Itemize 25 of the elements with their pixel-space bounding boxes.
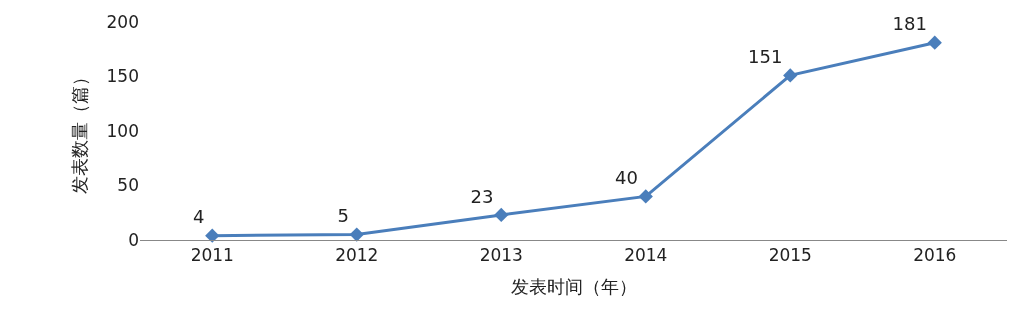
point [783,68,798,83]
x-tick-label: 2012 [335,245,379,266]
y-tick-label: 100 [106,120,139,141]
point [205,228,220,243]
x-tick-label: 2013 [479,245,523,266]
y-tick-label: 50 [117,175,139,196]
data-label: 23 [470,185,494,207]
x-tick-label: 2016 [913,245,957,266]
y-tick-label: 0 [128,229,139,250]
data-label: 5 [337,205,349,227]
x-tick-label: 2014 [624,245,668,266]
y-tick-label: 150 [106,66,139,87]
point [927,35,942,50]
x-axis-title: 发表时间（年） [510,275,637,297]
point [638,189,653,204]
x-tick-label: 2011 [190,245,234,266]
data-label: 40 [614,167,638,189]
y-tick-label: 200 [106,11,139,32]
data-label: 181 [892,13,927,35]
x-tick-label: 2015 [768,245,812,266]
data-label: 4 [192,206,205,228]
data-label: 151 [748,46,783,68]
y-axis-title: 发表数量（篇） [68,68,90,194]
point [349,227,364,242]
point [494,207,509,223]
